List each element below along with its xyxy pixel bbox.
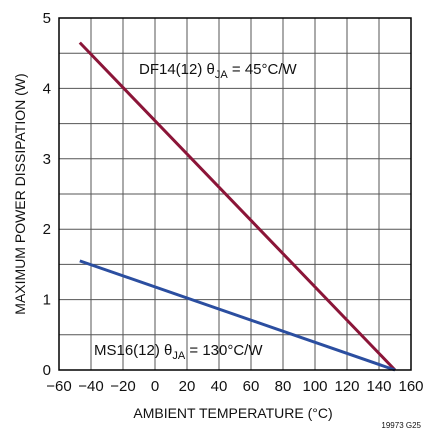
grid-lines [59, 18, 411, 370]
x-tick-label: 100 [302, 378, 327, 395]
x-tick-label: 0 [151, 378, 159, 395]
y-tick-label: 4 [43, 80, 51, 97]
x-tick-label: 80 [275, 378, 292, 395]
plot-frame [58, 17, 412, 371]
y-tick-label: 5 [43, 10, 51, 27]
series-label-ms16-sub: JA [172, 350, 186, 362]
x-tick-label: 120 [334, 378, 359, 395]
x-tick-label: −40 [78, 378, 103, 395]
series-lines [78, 41, 397, 372]
series-line-1 [79, 259, 396, 372]
x-tick-label: −60 [46, 378, 71, 395]
y-axis-title: MAXIMUM POWER DISSIPATION (W) [12, 73, 28, 314]
y-tick-label: 2 [43, 221, 51, 238]
y-tick-label: 1 [43, 292, 51, 309]
series-label-df14-rest: = 45°C/W [228, 61, 298, 78]
series-label-ms16-rest: = 130°C/W [185, 342, 263, 359]
x-axis-title: AMBIENT TEMPERATURE (°C) [133, 405, 332, 421]
series-label-df14-main: DF14(12) θ [139, 61, 215, 78]
x-tick-label: 40 [211, 378, 228, 395]
x-tick-label: 60 [243, 378, 260, 395]
y-tick-label: 0 [43, 362, 51, 379]
series-label-df14: DF14(12) θJA = 45°C/W [139, 61, 297, 81]
x-tick-label: 160 [398, 378, 423, 395]
x-tick-labels: −60 −40 −20 0 20 40 60 80 100 120 140 160 [46, 378, 423, 395]
x-tick-label: 140 [366, 378, 391, 395]
x-tick-label: 20 [179, 378, 196, 395]
y-tick-label: 3 [43, 151, 51, 168]
x-tick-label: −20 [110, 378, 135, 395]
y-tick-labels: 0 1 2 3 4 5 [43, 10, 51, 379]
figure-id: 19973 G25 [381, 421, 421, 430]
series-line-0 [78, 41, 397, 372]
series-label-ms16: MS16(12) θJA = 130°C/W [94, 342, 263, 362]
series-label-df14-sub: JA [215, 69, 229, 81]
series-label-ms16-main: MS16(12) θ [94, 342, 172, 359]
